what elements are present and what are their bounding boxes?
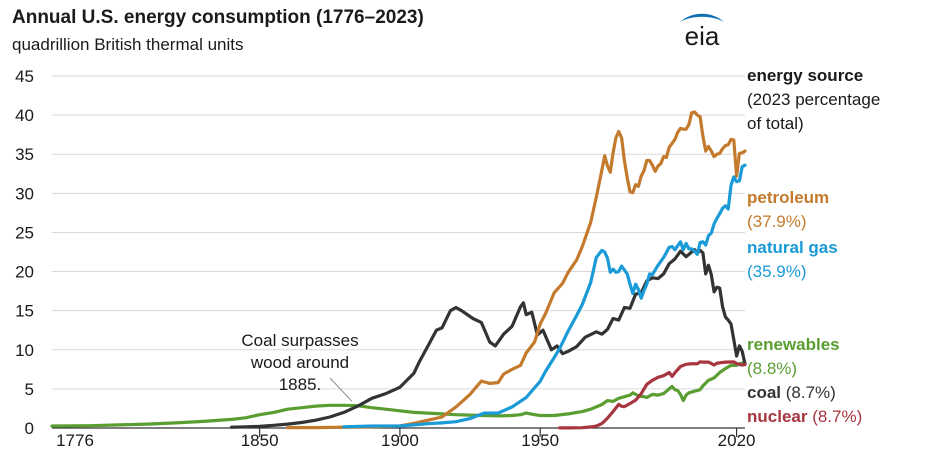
grid-lines [52, 75, 745, 390]
y-tick-label: 45 [15, 67, 34, 86]
series-line-petroleum [286, 110, 747, 430]
eia-logo: eia [680, 13, 724, 48]
logo-text: eia [685, 21, 720, 48]
legend-heading-title: energy source [747, 66, 864, 85]
legend-pct-petroleum: (37.9%) [747, 212, 807, 231]
x-tick-label: 1900 [381, 431, 419, 450]
legend-name-nuclear: nuclear [747, 407, 808, 426]
legend-item-natural-gas: natural gas (35.9%) [747, 236, 838, 284]
logo-swoosh-icon [680, 13, 724, 22]
chart-title: Annual U.S. energy consumption (1776–202… [12, 7, 424, 28]
legend-heading: energy source (2023 percentage of total) [747, 64, 880, 136]
y-tick-label: 0 [25, 419, 34, 438]
x-tick-label: 1850 [241, 431, 279, 450]
legend-name-renewables: renewables [747, 335, 840, 354]
annotation-line-1: Coal surpasses [241, 331, 358, 350]
chart-subtitle: quadrillion British thermal units [12, 35, 244, 54]
y-tick-label: 10 [15, 341, 34, 360]
series-line-renewables [50, 361, 747, 428]
legend-pct-coal: (8.7%) [785, 383, 836, 402]
legend-name-petroleum: petroleum [747, 188, 830, 207]
annotation: Coal surpasses wood around 1885. [241, 331, 359, 402]
y-tick-label: 25 [15, 223, 34, 242]
y-tick-label: 5 [25, 380, 34, 399]
legend-item-petroleum: petroleum (37.9%) [747, 186, 829, 234]
legend-heading-sub-2: of total) [747, 114, 804, 133]
y-tick-label: 40 [15, 106, 34, 125]
series-lines [50, 110, 747, 430]
annotation-leader-line [329, 377, 353, 402]
legend-item-coal: coal (8.7%) [747, 381, 836, 405]
legend-name-coal: coal [747, 383, 782, 402]
x-tick-label: 1950 [521, 431, 559, 450]
y-tick-label: 35 [15, 145, 34, 164]
x-tick-label: 2020 [718, 431, 756, 450]
legend-pct-natural-gas: (35.9%) [747, 262, 807, 281]
series-line-natural-gas [342, 163, 747, 429]
legend-item-nuclear: nuclear (8.7%) [747, 405, 862, 429]
series-line-nuclear [558, 360, 747, 430]
annotation-line-2: wood around [250, 353, 349, 372]
legend-item-renewables: renewables (8.8%) [747, 333, 840, 381]
y-axis-tick-labels: 0 5 10 15 20 25 30 35 40 45 [15, 67, 34, 438]
legend-name-natural-gas: natural gas [747, 238, 838, 257]
y-tick-label: 15 [15, 302, 34, 321]
legend-heading-sub-1: (2023 percentage [747, 90, 881, 109]
legend-pct-nuclear: (8.7%) [812, 407, 863, 426]
annotation-line-3: 1885. [279, 375, 322, 394]
series-line-coal [230, 248, 747, 429]
y-tick-label: 20 [15, 263, 34, 282]
x-axis-ticks: 1776 1850 1900 1950 2020 [56, 428, 755, 450]
legend-pct-renewables: (8.8%) [747, 359, 798, 378]
y-tick-label: 30 [15, 184, 34, 203]
x-tick-label: 1776 [56, 431, 94, 450]
